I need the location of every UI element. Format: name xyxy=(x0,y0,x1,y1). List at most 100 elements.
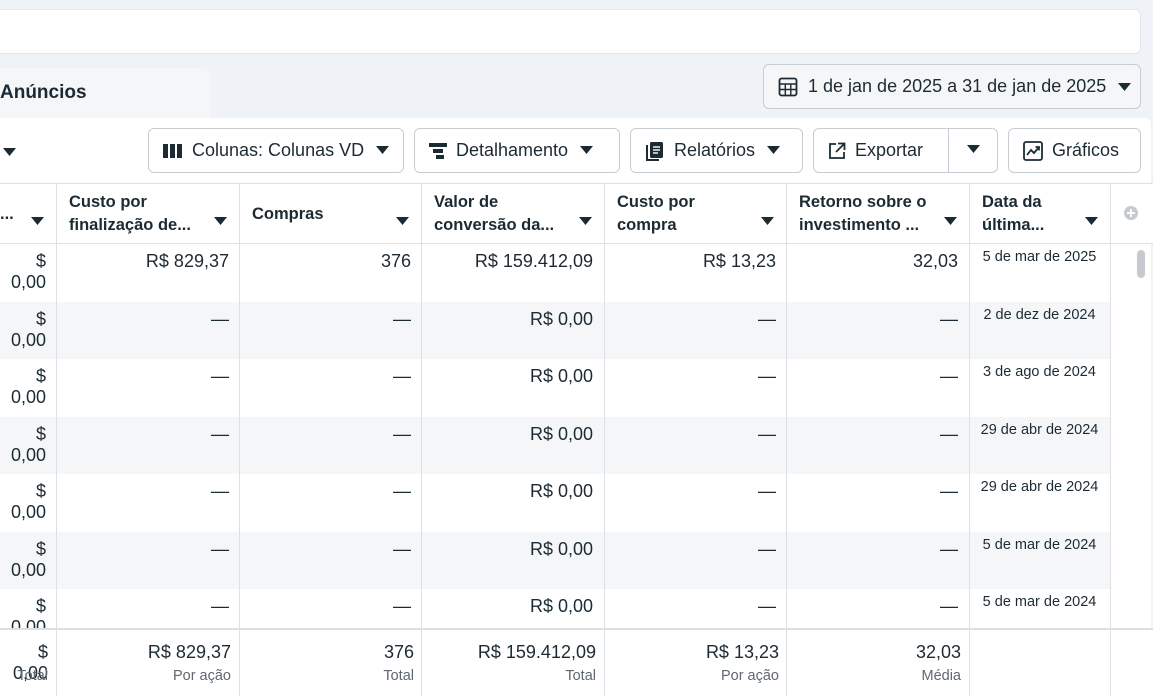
breakdown-label: Detalhamento xyxy=(456,140,569,160)
chevron-down-icon xyxy=(1118,76,1132,97)
reports-label: Relatórios xyxy=(674,140,756,160)
date-range-picker[interactable]: 1 de jan de 2025 a 31 de jan de 2025 xyxy=(763,64,1141,109)
table-cell: — xyxy=(758,596,776,616)
column-header-line2: investimento ... xyxy=(799,216,920,234)
column-divider xyxy=(239,183,240,696)
column-header-line2: última... xyxy=(982,216,1045,234)
table-header: ... Custo por finalização de... Compras V… xyxy=(0,183,1153,244)
calendar-icon xyxy=(778,77,798,97)
total-label: Média xyxy=(921,668,962,684)
breakdown-button[interactable]: Detalhamento xyxy=(414,128,620,173)
total-value: R$ 13,23 xyxy=(705,642,779,662)
total-value: R$ 829,37 xyxy=(147,642,231,662)
search-bar[interactable] xyxy=(0,9,1141,54)
table-cell: — xyxy=(758,538,776,559)
table-cell: — xyxy=(211,308,229,329)
export-icon xyxy=(828,142,846,160)
column-header-line2: finalização de... xyxy=(69,216,191,234)
table-cell: — xyxy=(758,308,776,329)
table-cell: — xyxy=(758,366,776,386)
column-divider xyxy=(56,183,57,696)
columns-button[interactable]: Colunas: Colunas VD xyxy=(148,128,404,173)
columns-icon xyxy=(163,143,183,159)
table-cell: — xyxy=(393,538,411,559)
table-cell: — xyxy=(211,596,229,616)
column-header-line1: Retorno sobre o xyxy=(799,193,927,211)
column-divider xyxy=(786,183,787,696)
table-cell: — xyxy=(940,596,958,616)
total-value: $ 0,00 xyxy=(12,642,48,683)
column-header[interactable]: Retorno sobre o investimento ... xyxy=(786,184,969,244)
plus-circle-icon[interactable] xyxy=(1124,206,1138,220)
table-cell: — xyxy=(211,366,229,386)
column-divider xyxy=(421,183,422,696)
charts-button[interactable]: Gráficos xyxy=(1008,128,1141,173)
total-label: Por ação xyxy=(172,668,231,684)
table-row[interactable]: $ 0,00 — — R$ 0,00 — — 2 de dez de 2024 xyxy=(0,301,1110,359)
tab-anuncios-label: Anúncios xyxy=(0,82,87,103)
split-divider xyxy=(948,129,949,172)
table-cell: 3 de ago de 2024 xyxy=(983,364,1096,380)
tab-anuncios[interactable]: Anúncios xyxy=(0,68,210,120)
total-label: Por ação xyxy=(720,668,779,684)
column-divider xyxy=(1110,183,1111,696)
table-cell: — xyxy=(393,308,411,329)
column-header[interactable]: Custo por finalização de... xyxy=(56,184,239,244)
column-divider xyxy=(969,183,970,696)
table-cell: 376 xyxy=(380,251,411,271)
table-cell: R$ 829,37 xyxy=(145,251,229,271)
date-range-label: 1 de jan de 2025 a 31 de jan de 2025 xyxy=(808,76,1107,96)
column-divider xyxy=(604,183,605,696)
export-label: Exportar xyxy=(855,140,924,160)
column-header-line2: ... xyxy=(0,204,14,223)
total-value: 32,03 xyxy=(915,642,961,662)
table-cell: R$ 0,00 xyxy=(529,538,593,559)
chevron-down-icon xyxy=(580,146,594,155)
table-row[interactable]: $ 0,00 R$ 829,37 376 R$ 159.412,09 R$ 13,23 3… xyxy=(0,244,1110,302)
table-row[interactable]: $ 0,00 — — R$ 0,00 — — 5 de mar de 2024 xyxy=(0,531,1110,589)
table-cell: $ 0,00 xyxy=(10,481,46,522)
table-cell: 5 de mar de 2025 xyxy=(982,249,1097,265)
column-header[interactable]: Custo por compra xyxy=(604,184,786,244)
column-header-line1: Data da xyxy=(982,193,1042,211)
table-cell: — xyxy=(940,423,958,444)
chevron-down-icon[interactable] xyxy=(967,145,980,154)
table-cell: 5 de mar de 2024 xyxy=(982,536,1097,553)
vertical-scrollbar[interactable] xyxy=(1137,250,1145,278)
table-row[interactable]: $ 0,00 — — R$ 0,00 — — 3 de ago de 2024 xyxy=(0,359,1110,417)
table-cell: R$ 0,00 xyxy=(529,481,593,501)
table-cell: R$ 159.412,09 xyxy=(474,251,593,271)
table-cell: 5 de mar de 2024 xyxy=(982,594,1097,610)
export-button[interactable]: Exportar xyxy=(813,128,998,173)
charts-label: Gráficos xyxy=(1052,140,1120,160)
table-cell: — xyxy=(211,423,229,444)
chevron-down-icon xyxy=(376,146,390,155)
column-header-line2: conversão da... xyxy=(434,216,555,234)
column-header[interactable]: Compras xyxy=(239,184,421,244)
reports-button[interactable]: Relatórios xyxy=(630,128,803,173)
table-cell: R$ 0,00 xyxy=(529,366,593,386)
column-header[interactable]: Data da última... xyxy=(969,184,1110,244)
chevron-down-icon xyxy=(767,146,781,155)
column-header[interactable]: Valor de conversão da... xyxy=(421,184,604,244)
table-cell: $ 0,00 xyxy=(10,423,46,465)
chevron-down-icon[interactable] xyxy=(3,144,16,162)
table-cell: R$ 13,23 xyxy=(702,251,776,271)
column-header-line1: Compras xyxy=(252,204,324,223)
table-cell: — xyxy=(393,423,411,444)
table-cell: 29 de abr de 2024 xyxy=(980,479,1099,495)
table-row[interactable]: $ 0,00 — — R$ 0,00 — — 29 de abr de 2024 xyxy=(0,416,1110,474)
sort-caret-icon xyxy=(579,210,592,233)
sort-caret-icon xyxy=(214,210,227,233)
sort-caret-icon xyxy=(396,210,409,233)
table-cell: — xyxy=(758,423,776,444)
total-label: Total xyxy=(565,668,596,684)
table-cell: $ 0,00 xyxy=(10,251,46,292)
table-cell: — xyxy=(940,366,958,386)
table-cell: 29 de abr de 2024 xyxy=(980,421,1099,438)
table-row[interactable]: $ 0,00 — — R$ 0,00 — — 29 de abr de 2024 xyxy=(0,474,1110,532)
column-header-line1: Valor de xyxy=(434,193,499,211)
column-header[interactable]: ... xyxy=(0,184,56,244)
column-header-line2: compra xyxy=(617,216,677,234)
table-cell: 32,03 xyxy=(912,251,958,271)
